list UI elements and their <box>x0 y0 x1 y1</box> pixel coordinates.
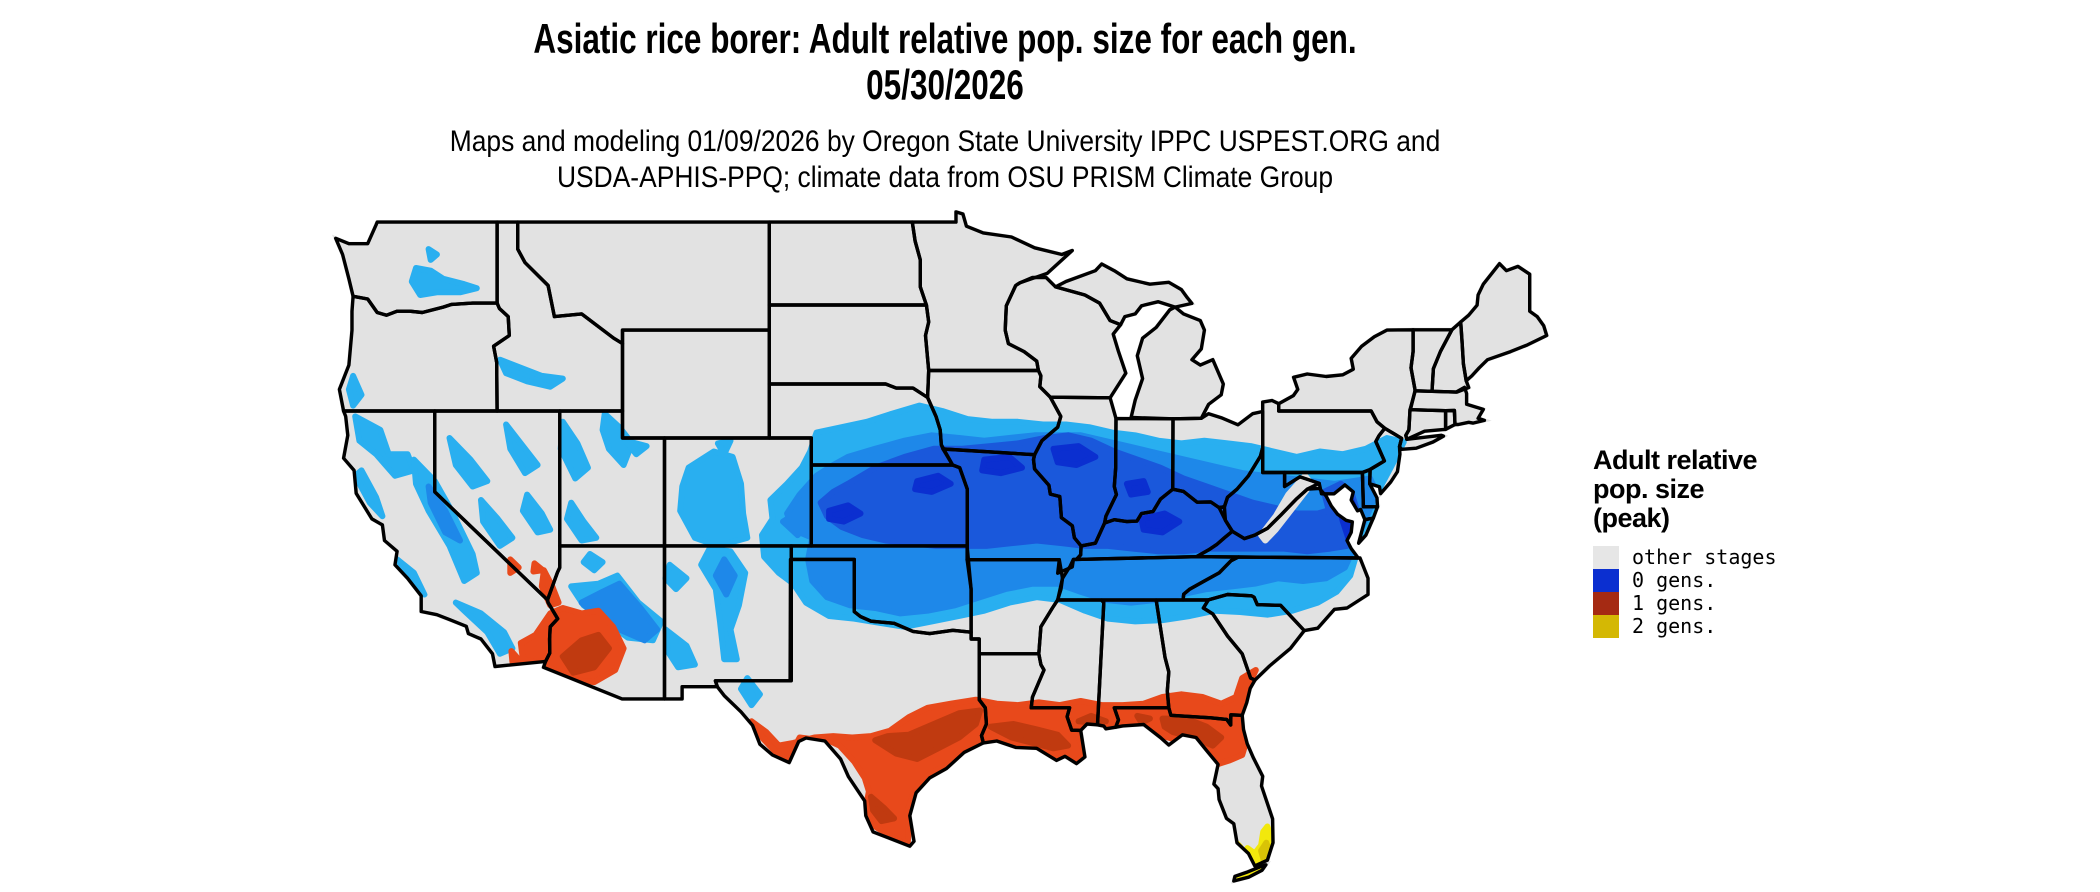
state-borders <box>334 210 1549 883</box>
state-nc <box>1181 555 1370 633</box>
legend-title-line: pop. size <box>1593 474 1705 504</box>
legend-title-line: Adult relative <box>1593 445 1758 475</box>
overlay-gens1_deep <box>559 631 1225 825</box>
figure-subtitle: Maps and modeling 01/09/2026 by Oregon S… <box>0 124 1890 196</box>
legend-item-label: other stages <box>1632 545 1777 569</box>
legend-item: 1 gens. <box>1593 592 1777 615</box>
legend-swatch <box>1593 546 1619 569</box>
subtitle-line-2: USDA-APHIS-PPQ; climate data from OSU PR… <box>556 161 1334 194</box>
state-tx <box>713 557 989 848</box>
data-overlays <box>345 246 1407 881</box>
state-mi_up <box>1053 262 1194 327</box>
state-va <box>1194 486 1360 560</box>
legend-item-label: 2 gens. <box>1632 614 1717 638</box>
legend-swatch <box>1593 615 1619 638</box>
state-mi_lp <box>1129 305 1225 421</box>
state-me <box>1459 262 1549 383</box>
legend: Adult relative pop. size (peak) other st… <box>1593 446 1777 638</box>
legend-swatch <box>1593 569 1619 592</box>
legend-item-label: 1 gens. <box>1632 591 1717 615</box>
legend-item: other stages <box>1593 546 1777 569</box>
state-wi <box>1003 275 1128 400</box>
legend-swatch <box>1593 592 1619 615</box>
us-map <box>331 210 1550 884</box>
state-fl <box>1112 706 1275 868</box>
legend-title: Adult relative pop. size (peak) <box>1593 446 1777 533</box>
legend-item: 2 gens. <box>1593 615 1777 638</box>
state-az <box>541 544 667 701</box>
figure-header: Asiatic rice borer: Adult relative pop. … <box>0 16 1890 196</box>
legend-title-line: (peak) <box>1593 503 1670 533</box>
state-fl_keys <box>1232 863 1268 883</box>
figure-title: Asiatic rice borer: Adult relative pop. … <box>533 15 1357 62</box>
subtitle-line-1: Maps and modeling 01/09/2026 by Oregon S… <box>449 125 1441 158</box>
legend-item-list: other stages 0 gens. 1 gens. 2 gens. <box>1593 546 1777 638</box>
legend-item: 0 gens. <box>1593 569 1777 592</box>
legend-item-label: 0 gens. <box>1632 568 1717 592</box>
figure-date: 05/30/2026 <box>866 61 1024 108</box>
